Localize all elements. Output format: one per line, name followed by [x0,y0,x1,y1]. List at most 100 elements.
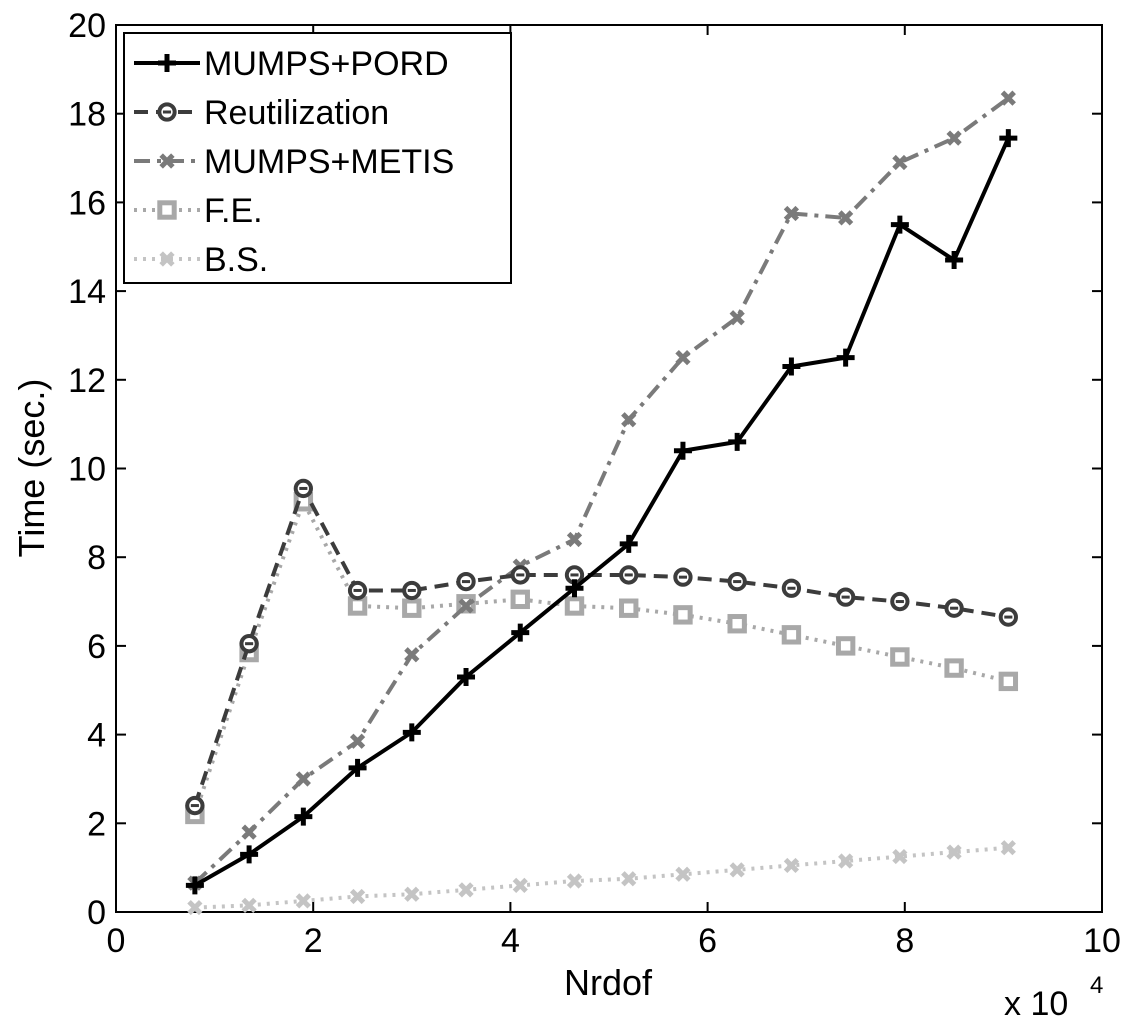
data-point [944,658,964,678]
legend-box [123,32,512,284]
legend-label: F.E. [204,192,263,230]
series-layer [185,90,1019,916]
data-point [348,758,367,777]
data-point [892,848,908,865]
data-point [157,200,177,220]
series-line [192,499,1009,816]
series-line [193,137,1011,888]
x-axis-label: Nrdof [564,962,653,1003]
data-point [945,251,964,270]
data-point [158,54,176,72]
data-point [458,598,474,614]
legend-item: MUMPS+PORD [134,45,449,83]
data-point [241,824,257,840]
data-point [457,667,476,686]
data-point [892,154,908,171]
data-point [835,636,856,656]
series-line [193,96,1010,885]
x-tick-label: 8 [895,922,914,960]
x-multiplier-exponent: 4 [1090,972,1103,999]
data-point [783,857,800,874]
data-point [619,534,638,553]
series-mumps-pord [185,129,1018,895]
legend-label: B.S. [204,241,268,279]
data-point [890,647,910,667]
data-point [675,350,691,366]
data-point [619,598,639,618]
data-point [621,871,637,887]
legend-item: B.S. [134,241,268,279]
data-point [185,876,204,895]
data-point [783,205,800,222]
data-point [1000,840,1016,856]
legend-item: MUMPS+METIS [134,143,454,181]
data-point [946,844,962,860]
y-axis-label: Time (sec.) [11,379,52,558]
legend: MUMPS+PORD Reutilization MUMPS+METIS F.E. B.… [123,32,512,284]
data-point [295,893,311,909]
data-point [727,614,747,634]
y-tick-label: 0 [87,894,106,932]
y-tick-label: 4 [87,717,106,755]
y-tick-label: 16 [68,184,106,222]
data-point [347,596,368,616]
data-point [566,531,583,548]
legend-label: Reutilization [204,94,389,132]
data-point [565,579,584,598]
data-point [673,441,692,460]
y-tick-label: 14 [68,273,106,311]
data-point [729,310,745,326]
data-point [673,605,693,625]
data-point [294,807,313,826]
data-point [836,348,855,367]
data-point [511,623,530,642]
y-tick-label: 10 [68,451,106,489]
data-point [510,589,530,610]
legend-label: MUMPS+METIS [204,143,454,181]
series-line [192,486,1009,807]
data-point [240,845,259,864]
legend-label: MUMPS+PORD [204,45,449,83]
data-point [998,671,1019,692]
x-axis-multiplier: x 10 4 [1004,972,1103,1023]
data-point [187,899,203,916]
data-point [241,897,257,913]
data-point [349,888,366,905]
data-point [838,853,854,869]
data-point [728,432,747,451]
data-point [838,210,854,226]
data-point [999,129,1018,148]
data-point [890,215,909,234]
data-point [159,153,175,169]
x-tick-label: 6 [698,922,717,960]
data-point [675,866,691,882]
series-b-s- [187,840,1016,916]
legend-item: F.E. [134,192,263,230]
x-tick-label: 4 [501,922,520,960]
data-point [782,357,801,376]
data-point [349,733,366,749]
series-line [194,845,1009,910]
y-tick-label: 8 [87,539,106,577]
data-point [564,596,585,616]
x-multiplier-base: x 10 [1004,985,1068,1023]
data-point [621,412,637,428]
legend-item: Reutilization [134,94,389,132]
data-point [566,873,583,889]
data-point [512,877,528,894]
data-point [402,598,422,618]
x-tick-label: 2 [304,922,323,960]
data-point [458,882,474,898]
data-point [402,723,421,742]
data-point [295,771,311,787]
y-tick-label: 18 [68,96,106,134]
data-point [159,251,175,267]
axis-ticks: 0 2 4 6 8 10 0 2 4 6 8 10 12 14 16 18 20 [68,7,1121,960]
x-tick-label: 10 [1083,922,1121,960]
x-tick-label: 0 [107,922,126,960]
data-point [946,130,962,146]
series-reutilization [185,478,1018,816]
data-point [729,862,745,878]
y-tick-label: 2 [87,805,106,843]
